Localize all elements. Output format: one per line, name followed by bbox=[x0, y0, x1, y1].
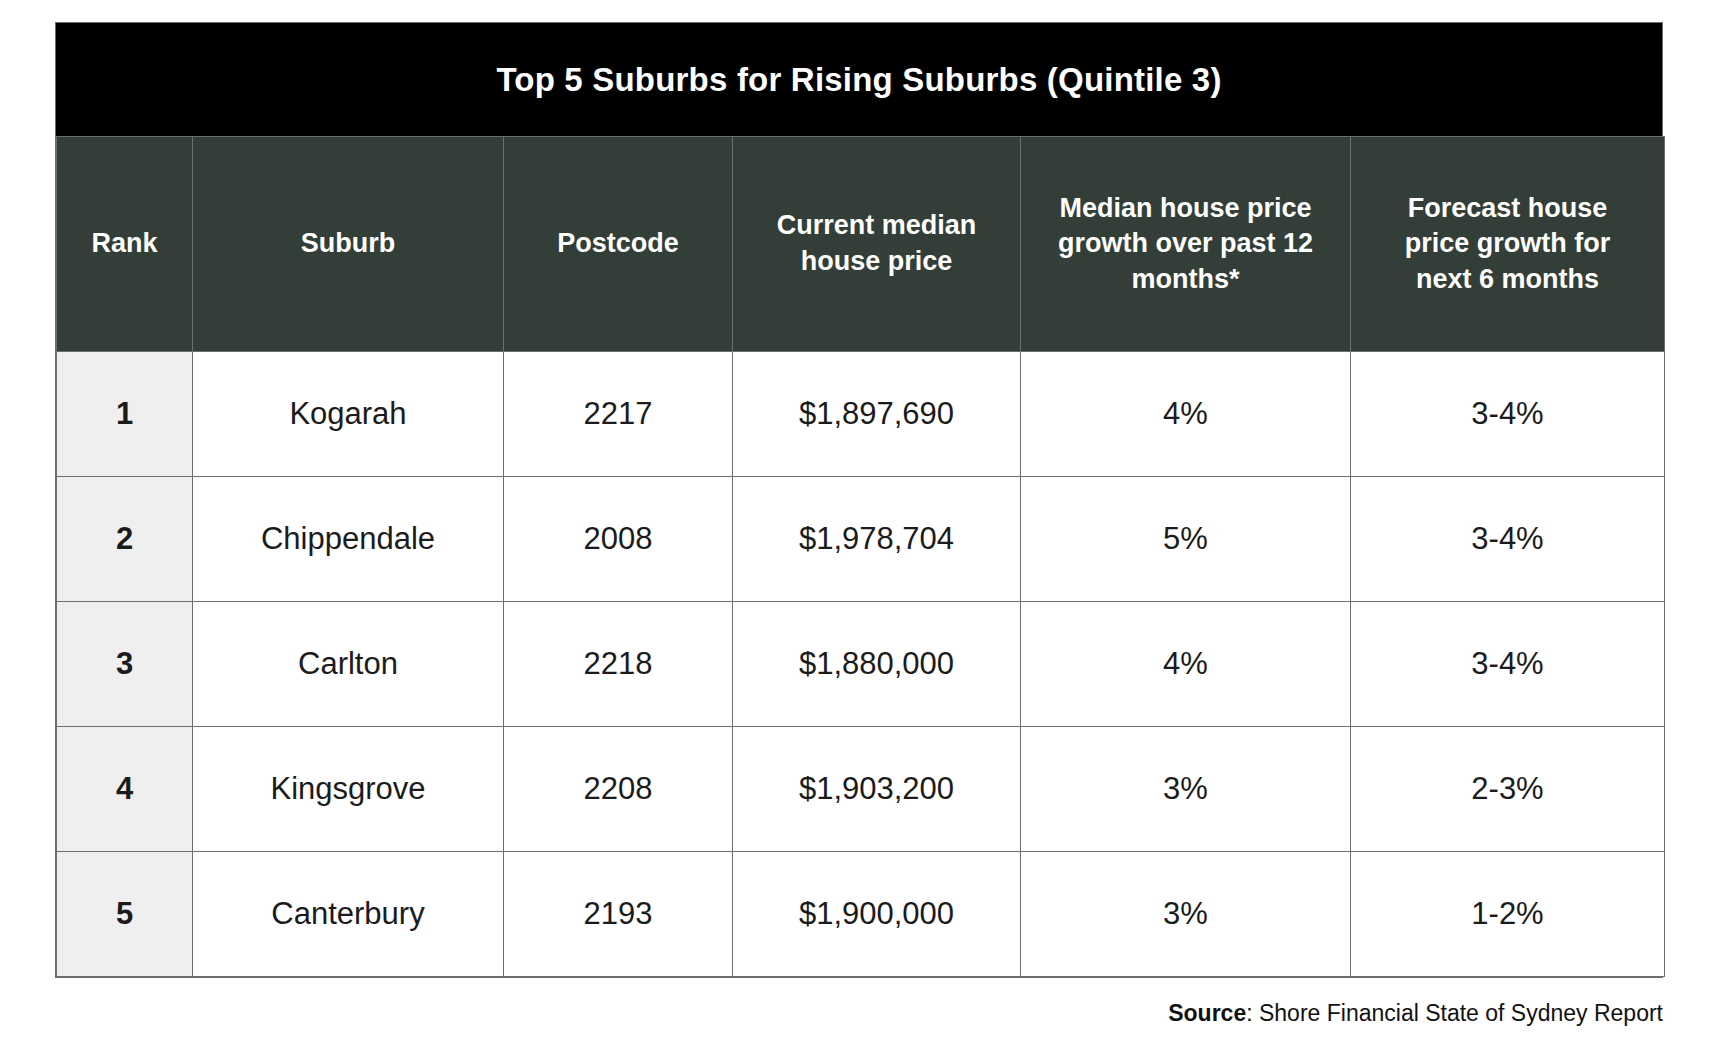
forecast-6m-cell: 3-4% bbox=[1351, 602, 1665, 727]
suburbs-table: Rank Suburb Postcode Current median hous… bbox=[56, 136, 1665, 977]
table-row: 3 Carlton 2218 $1,880,000 4% 3-4% bbox=[57, 602, 1665, 727]
postcode-cell: 2208 bbox=[504, 727, 733, 852]
growth-12m-cell: 3% bbox=[1021, 852, 1351, 977]
growth-12m-cell: 4% bbox=[1021, 352, 1351, 477]
column-header-postcode: Postcode bbox=[504, 137, 733, 352]
rank-cell: 5 bbox=[57, 852, 193, 977]
report-table-figure: Top 5 Suburbs for Rising Suburbs (Quinti… bbox=[55, 22, 1663, 1027]
column-header-forecast-6m: Forecast house price growth for next 6 m… bbox=[1351, 137, 1665, 352]
postcode-cell: 2008 bbox=[504, 477, 733, 602]
price-cell: $1,903,200 bbox=[733, 727, 1021, 852]
table-title: Top 5 Suburbs for Rising Suburbs (Quinti… bbox=[496, 61, 1221, 99]
price-cell: $1,978,704 bbox=[733, 477, 1021, 602]
price-cell: $1,880,000 bbox=[733, 602, 1021, 727]
postcode-cell: 2218 bbox=[504, 602, 733, 727]
suburb-cell: Carlton bbox=[193, 602, 504, 727]
forecast-6m-cell: 2-3% bbox=[1351, 727, 1665, 852]
source-text: : Shore Financial State of Sydney Report bbox=[1246, 1000, 1663, 1026]
table-row: 2 Chippendale 2008 $1,978,704 5% 3-4% bbox=[57, 477, 1665, 602]
postcode-cell: 2217 bbox=[504, 352, 733, 477]
rank-cell: 3 bbox=[57, 602, 193, 727]
suburb-cell: Kingsgrove bbox=[193, 727, 504, 852]
rank-cell: 4 bbox=[57, 727, 193, 852]
price-cell: $1,897,690 bbox=[733, 352, 1021, 477]
forecast-6m-cell: 3-4% bbox=[1351, 477, 1665, 602]
table-row: 5 Canterbury 2193 $1,900,000 3% 1-2% bbox=[57, 852, 1665, 977]
table-row: 1 Kogarah 2217 $1,897,690 4% 3-4% bbox=[57, 352, 1665, 477]
growth-12m-cell: 5% bbox=[1021, 477, 1351, 602]
growth-12m-cell: 3% bbox=[1021, 727, 1351, 852]
forecast-6m-cell: 3-4% bbox=[1351, 352, 1665, 477]
table-title-bar: Top 5 Suburbs for Rising Suburbs (Quinti… bbox=[56, 23, 1662, 136]
column-header-rank: Rank bbox=[57, 137, 193, 352]
forecast-6m-cell: 1-2% bbox=[1351, 852, 1665, 977]
rank-cell: 1 bbox=[57, 352, 193, 477]
suburb-cell: Kogarah bbox=[193, 352, 504, 477]
table-row: 4 Kingsgrove 2208 $1,903,200 3% 2-3% bbox=[57, 727, 1665, 852]
header-row: Rank Suburb Postcode Current median hous… bbox=[57, 137, 1665, 352]
source-attribution: Source: Shore Financial State of Sydney … bbox=[55, 1000, 1663, 1027]
suburb-cell: Chippendale bbox=[193, 477, 504, 602]
rank-cell: 2 bbox=[57, 477, 193, 602]
suburb-cell: Canterbury bbox=[193, 852, 504, 977]
price-cell: $1,900,000 bbox=[733, 852, 1021, 977]
growth-12m-cell: 4% bbox=[1021, 602, 1351, 727]
table-panel: Top 5 Suburbs for Rising Suburbs (Quinti… bbox=[55, 22, 1663, 978]
postcode-cell: 2193 bbox=[504, 852, 733, 977]
column-header-suburb: Suburb bbox=[193, 137, 504, 352]
column-header-growth-12m: Median house price growth over past 12 m… bbox=[1021, 137, 1351, 352]
source-label: Source bbox=[1168, 1000, 1246, 1026]
column-header-current-median-price: Current median house price bbox=[733, 137, 1021, 352]
